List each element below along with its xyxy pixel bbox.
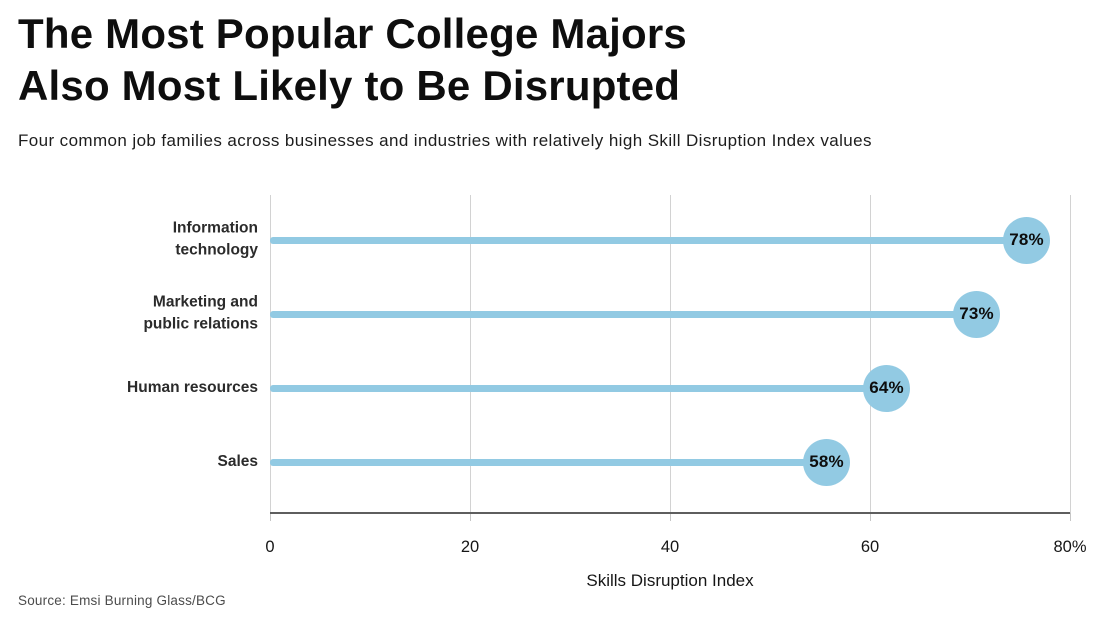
- gridline: [270, 195, 271, 513]
- axis-tick-label: 20: [460, 538, 480, 556]
- lollipop-stem: [270, 236, 1027, 244]
- category-label: Information technology: [172, 219, 258, 259]
- axis-tick: [870, 513, 871, 521]
- axis-tick: [270, 513, 271, 521]
- category-label: Sales: [217, 452, 258, 470]
- lollipop-stem: [270, 458, 827, 466]
- gridline: [670, 195, 671, 513]
- axis-tick: [470, 513, 471, 521]
- gridline: [470, 195, 471, 513]
- x-axis-line: [270, 512, 1070, 514]
- source-note: Source: Emsi Burning Glass/BCG: [18, 593, 226, 608]
- x-axis-title: Skills Disruption Index: [586, 571, 754, 590]
- value-label: 78%: [1009, 230, 1044, 249]
- value-label: 73%: [959, 304, 994, 323]
- lollipop-marker: 58%: [803, 438, 850, 486]
- lollipop-stem: [270, 310, 977, 318]
- axis-tick: [1070, 513, 1071, 521]
- gridline: [1070, 195, 1071, 513]
- axis-tick-label: 60: [860, 538, 880, 556]
- lollipop-marker: 78%: [1003, 216, 1050, 264]
- chart-title: The Most Popular College Majors Also Mos…: [18, 10, 687, 110]
- lollipop-stem: [270, 384, 887, 392]
- category-label: Human resources: [127, 378, 258, 396]
- lollipop-marker: 64%: [863, 364, 910, 412]
- value-label: 64%: [869, 378, 904, 397]
- axis-tick-label: 40: [660, 538, 680, 556]
- chart-subtitle: Four common job families across business…: [18, 131, 872, 150]
- axis-tick-label: 80%: [1053, 538, 1087, 556]
- category-label: Marketing and public relations: [143, 293, 258, 333]
- axis-tick: [670, 513, 671, 521]
- axis-tick-label: 0: [265, 538, 275, 556]
- lollipop-marker: 73%: [953, 290, 1000, 338]
- value-label: 58%: [809, 452, 844, 471]
- gridline: [870, 195, 871, 513]
